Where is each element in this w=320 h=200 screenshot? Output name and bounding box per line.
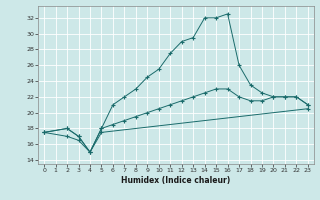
X-axis label: Humidex (Indice chaleur): Humidex (Indice chaleur) xyxy=(121,176,231,185)
